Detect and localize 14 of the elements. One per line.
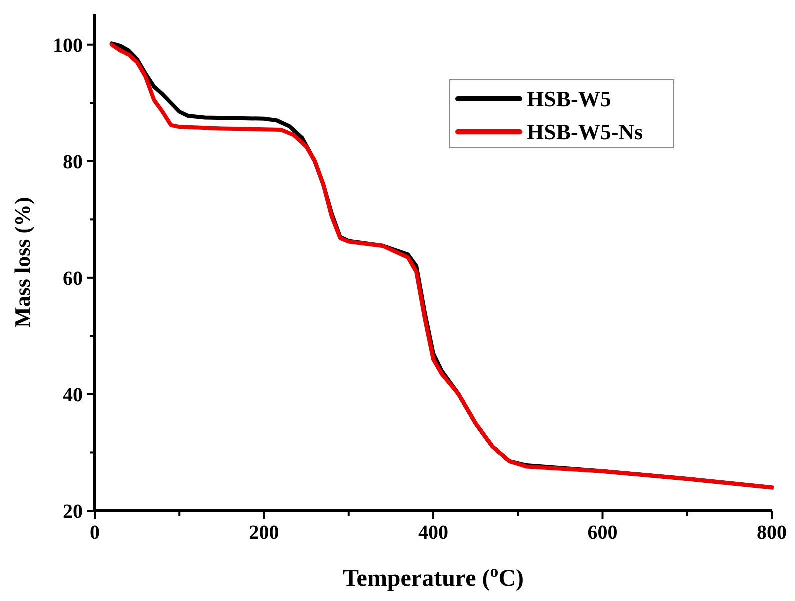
- y-axis-title: Mass loss (%): [10, 197, 35, 328]
- x-tick-label: 800: [757, 522, 787, 544]
- x-axis-title: Temperature ($^{o}$C): [342, 562, 524, 592]
- x-tick-label: 400: [418, 522, 448, 544]
- legend-label: HSB-W5: [527, 86, 612, 112]
- y-tick-label: 40: [63, 384, 83, 406]
- legend-label: HSB-W5-Ns: [527, 120, 644, 145]
- y-tick-label: 60: [63, 268, 83, 290]
- y-tick-label: 100: [53, 34, 83, 57]
- y-tick-label: 80: [63, 151, 83, 174]
- y-tick-label: 20: [63, 501, 83, 523]
- x-tick-label: 200: [249, 522, 280, 544]
- x-tick-label: 0: [90, 522, 100, 544]
- x-tick-label: 600: [588, 522, 618, 544]
